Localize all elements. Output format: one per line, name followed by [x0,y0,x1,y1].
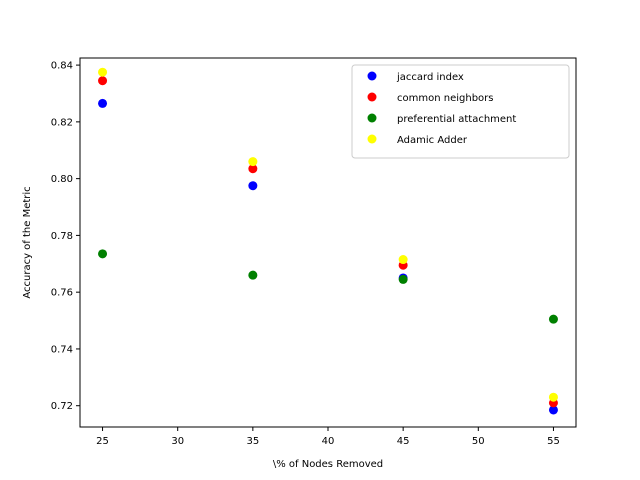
y-tick-label: 0.74 [51,344,73,355]
x-tick-label: 45 [397,436,410,447]
point-preferential-attachment [548,314,558,324]
legend-marker-preferential-attachment [367,113,377,123]
legend-marker-adamic-adder [367,134,377,144]
point-preferential-attachment [98,249,108,259]
point-adamic-adder [398,255,408,265]
point-preferential-attachment [248,270,258,280]
legend: jaccard index common neighbors preferentia… [351,64,570,159]
x-tick-label: 30 [171,436,184,447]
y-tick-label: 0.80 [51,174,73,185]
legend-label-jaccard-index: jaccard index [396,72,464,83]
point-jaccard-index [248,181,258,191]
point-common-neighbors [248,164,258,174]
legend-label-adamic-adder: Adamic Adder [397,135,468,146]
point-common-neighbors [98,76,108,86]
y-tick-label: 0.84 [51,61,73,72]
x-axis-ticks: 25 30 35 40 45 50 55 [96,427,560,447]
legend-marker-jaccard-index [367,71,377,81]
x-tick-label: 25 [96,436,109,447]
legend-label-preferential-attachment: preferential attachment [397,114,516,125]
y-tick-label: 0.76 [51,288,73,299]
y-tick-label: 0.78 [51,231,73,242]
point-jaccard-index [98,98,108,108]
point-preferential-attachment [398,274,408,284]
y-axis-label: Accuracy of the Metric [22,186,33,298]
point-adamic-adder [548,392,558,402]
x-tick-label: 50 [472,436,485,447]
x-axis-label: \% of Nodes Removed [273,459,383,470]
y-axis-ticks: 0.72 0.74 0.76 0.78 0.80 0.82 0.84 [51,61,80,412]
y-tick-label: 0.72 [51,401,73,412]
point-adamic-adder [98,67,108,77]
legend-marker-common-neighbors [367,92,377,102]
plot-marks [98,67,558,415]
x-tick-label: 55 [547,436,560,447]
x-tick-label: 40 [322,436,335,447]
y-tick-label: 0.82 [51,117,73,128]
x-tick-label: 35 [246,436,259,447]
point-jaccard-index [548,405,558,415]
legend-box [351,64,570,159]
point-adamic-adder [248,157,258,167]
legend-label-common-neighbors: common neighbors [397,93,493,104]
